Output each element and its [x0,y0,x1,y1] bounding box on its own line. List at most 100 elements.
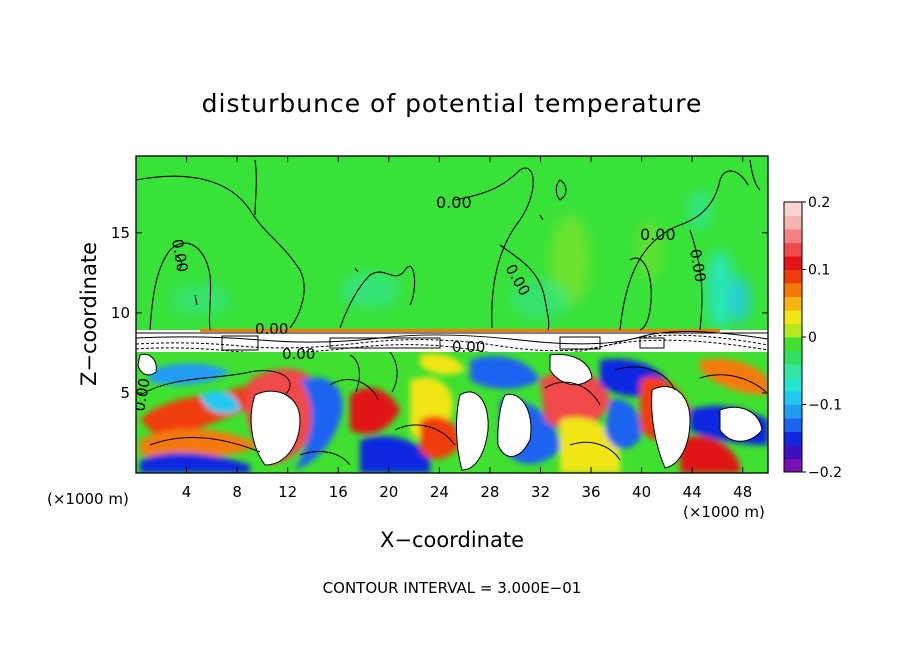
zero-contour [539,214,544,221]
x-tick-label: 44 [683,483,702,501]
upper-layer-anomalies [170,190,750,330]
contour-label: 0.00 [436,193,472,212]
x-tick-label: 12 [278,483,297,501]
eddy-warm [700,358,768,395]
zero-contour [619,170,749,331]
eddy-warm [680,436,740,473]
white-core [455,391,489,471]
eddy-warm [140,428,260,458]
x-axis: 4 8 12 16 20 24 28 32 36 40 44 48 [182,156,752,501]
x-tick-label: 36 [581,483,600,501]
inversion-contour [136,331,768,345]
contour-line [149,436,261,453]
colorbar-tick-label: −0.2 [808,465,842,481]
colorbar-swatch [784,431,802,446]
eddy-warm [350,387,400,434]
eddy-cold [605,399,641,449]
upper-anomaly [688,190,712,230]
white-core [497,393,532,457]
x-tick-label: 8 [232,483,242,501]
colorbar-swatch [784,242,802,257]
plot-frame [135,155,769,474]
zero-contour [454,167,534,329]
zero-contour [254,159,257,216]
x-unit-left: (×1000 m) [47,490,129,508]
contour-label: 0.00 [255,320,288,338]
colorbar-swatch [784,377,802,392]
colorbar-swatch [784,229,802,243]
contour-label: 0.00 [168,238,192,274]
inversion-contours [136,331,768,357]
colorbar-tick-label: 0 [808,330,817,346]
upper-anomaly [510,280,570,320]
x-axis-label: X−coordinate [380,528,524,552]
contour-line [544,381,601,406]
colorbar: 0.2 0.1 0 −0.1 −0.2 [783,195,842,481]
upper-anomaly [170,284,230,316]
zero-contour [689,229,703,331]
eddy-cold [150,363,230,385]
eddy-cold [140,452,250,473]
upper-anomaly [340,272,400,308]
zero-contour [629,257,652,331]
colorbar-swatch [784,256,802,270]
eddy-warm [540,369,610,431]
eddy-cold [470,356,540,389]
colorbar-swatch [784,364,802,378]
contour-line [299,451,351,466]
white-core [719,406,763,442]
x-tick-label: 4 [182,483,192,501]
white-core [137,353,157,376]
colorbar-swatch [784,323,802,338]
colorbar-swatch [784,215,802,230]
upper-anomaly [550,215,590,305]
contour-line [139,370,291,396]
y-tick-label: 10 [111,304,130,322]
colorbar-swatch [784,296,802,311]
colorbar-swatch [784,458,802,473]
upper-anomaly [636,220,664,280]
zero-contour [499,244,550,331]
x-tick-label: 28 [480,483,499,501]
contour-labels: 0.00 0.00 0.00 0.00 0.00 0.00 0.00 0.00 … [130,193,710,413]
y-tick-label: 15 [111,224,130,242]
colorbar-swatch [784,202,802,216]
upper-contours [136,159,761,331]
colorbar-swatch [784,418,802,432]
contour-line [699,374,767,393]
zero-contour [194,294,198,306]
inversion-top-line [200,329,720,332]
contour-line [349,354,360,393]
eddy-cold [360,436,430,473]
colorbar-swatch [784,404,802,419]
colorbar-swatch [784,337,802,351]
x-tick-label: 48 [733,483,752,501]
zero-contour [149,242,212,331]
upper-anomaly [706,250,734,330]
x-tick-label: 32 [531,483,550,501]
zero-contour [136,175,305,329]
colorbar-swatch [784,445,802,459]
inversion-box [329,337,441,349]
eddy-cold [200,390,240,414]
contour-label: 0.00 [640,225,676,244]
zero-contour [749,159,761,191]
eddy-warm [560,417,620,473]
contour-line [394,424,456,446]
contour-label: 0.00 [130,377,154,413]
contour-line [569,441,621,461]
y-tick-label: 5 [120,384,130,402]
colorbar-tick-label: −0.1 [808,398,842,414]
x-tick-label: 24 [430,483,449,501]
colorbar-swatch [784,269,802,284]
zero-contour [339,266,416,329]
colorbar-swatch [784,391,802,405]
eddy-warm [420,353,465,375]
contour-label: 0.00 [686,248,710,284]
x-unit-right: (×1000 m) [683,503,765,521]
eddy-cold [295,377,343,470]
y-axis-label: Z−coordinate [77,242,101,386]
contour-line [389,351,398,393]
mixed-layer-contours [139,351,767,466]
heatmap-plot-area: 0.00 0.00 0.00 0.00 0.00 0.00 0.00 0.00 … [130,156,768,473]
